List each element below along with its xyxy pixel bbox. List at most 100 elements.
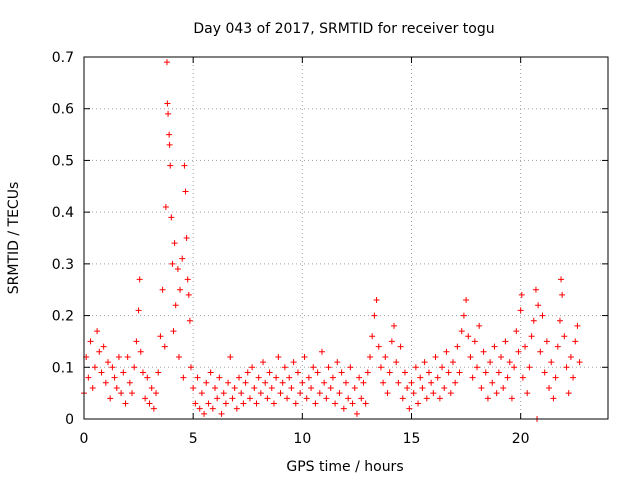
data-point: [137, 348, 144, 355]
data-point: [180, 374, 187, 381]
data-point: [281, 364, 288, 371]
data-point: [500, 384, 507, 391]
data-point: [519, 374, 526, 381]
data-point: [576, 359, 583, 366]
data-point: [561, 333, 568, 340]
data-point: [404, 384, 411, 391]
data-point: [139, 369, 146, 376]
data-point: [423, 395, 430, 402]
data-point: [476, 322, 483, 329]
data-point: [266, 369, 273, 376]
data-point: [318, 348, 325, 355]
y-tick-label: 0.1: [52, 360, 74, 376]
data-point: [240, 400, 247, 407]
data-point: [546, 384, 553, 391]
data-point: [491, 343, 498, 350]
data-point: [205, 400, 212, 407]
data-point: [198, 390, 205, 397]
data-point: [218, 410, 225, 417]
data-point: [345, 395, 352, 402]
x-tick-label: 15: [403, 431, 421, 447]
data-point: [148, 384, 155, 391]
data-point: [367, 353, 374, 360]
data-point: [541, 369, 548, 376]
data-points: [81, 59, 583, 422]
data-point: [284, 395, 291, 402]
data-point: [167, 162, 174, 169]
data-point: [513, 328, 520, 335]
data-point: [377, 364, 384, 371]
data-point: [343, 379, 349, 386]
data-point: [329, 374, 336, 381]
data-point: [273, 374, 280, 381]
data-point: [129, 390, 136, 397]
data-point: [229, 395, 236, 402]
data-point: [194, 374, 201, 381]
data-point: [559, 291, 566, 298]
data-point: [419, 384, 426, 391]
data-point: [532, 286, 539, 293]
data-point: [264, 395, 271, 402]
data-point: [558, 276, 565, 283]
data-point: [565, 390, 572, 397]
data-point: [539, 312, 546, 319]
data-point: [391, 322, 398, 329]
data-point: [528, 333, 535, 340]
data-point: [375, 343, 382, 350]
data-point: [364, 369, 371, 376]
data-point: [251, 384, 258, 391]
data-point: [316, 390, 323, 397]
data-point: [249, 364, 256, 371]
data-point: [118, 390, 125, 397]
chart-title: Day 043 of 2017, SRMTID for receiver tog…: [193, 21, 494, 37]
data-point: [537, 348, 544, 355]
data-point: [327, 384, 334, 391]
data-point: [353, 410, 360, 417]
data-point: [115, 353, 122, 360]
data-point: [212, 384, 218, 391]
data-point: [169, 260, 176, 267]
data-point: [100, 343, 107, 350]
data-point: [554, 343, 561, 350]
data-point: [351, 384, 358, 391]
data-point: [399, 395, 406, 402]
data-point: [179, 255, 186, 262]
data-point: [181, 162, 188, 169]
data-point: [186, 317, 193, 324]
data-point: [175, 353, 182, 360]
data-point: [85, 374, 92, 381]
data-point: [288, 384, 295, 391]
data-point: [386, 369, 393, 376]
grid-lines: [84, 57, 608, 419]
data-point: [150, 405, 157, 412]
data-point: [371, 312, 378, 319]
data-point: [279, 379, 286, 386]
data-point: [463, 297, 470, 304]
data-point: [164, 100, 171, 107]
data-point: [120, 369, 127, 376]
data-point: [162, 203, 169, 210]
data-point: [157, 333, 164, 340]
data-point: [563, 364, 570, 371]
data-point: [96, 348, 103, 355]
data-point: [166, 131, 173, 138]
data-point: [165, 110, 172, 117]
data-point: [393, 359, 400, 366]
data-point: [244, 369, 251, 376]
data-point: [242, 379, 249, 386]
data-point: [518, 291, 525, 298]
data-point: [484, 395, 491, 402]
data-point: [303, 395, 310, 402]
data-point: [207, 369, 214, 376]
data-point: [526, 364, 533, 371]
data-point: [406, 405, 413, 412]
y-tick-label: 0.4: [52, 205, 74, 221]
data-point: [428, 379, 435, 386]
data-point: [155, 369, 162, 376]
data-point: [439, 364, 446, 371]
data-point: [214, 395, 221, 402]
data-point: [332, 400, 339, 407]
data-point: [275, 353, 282, 360]
data-point: [225, 379, 232, 386]
